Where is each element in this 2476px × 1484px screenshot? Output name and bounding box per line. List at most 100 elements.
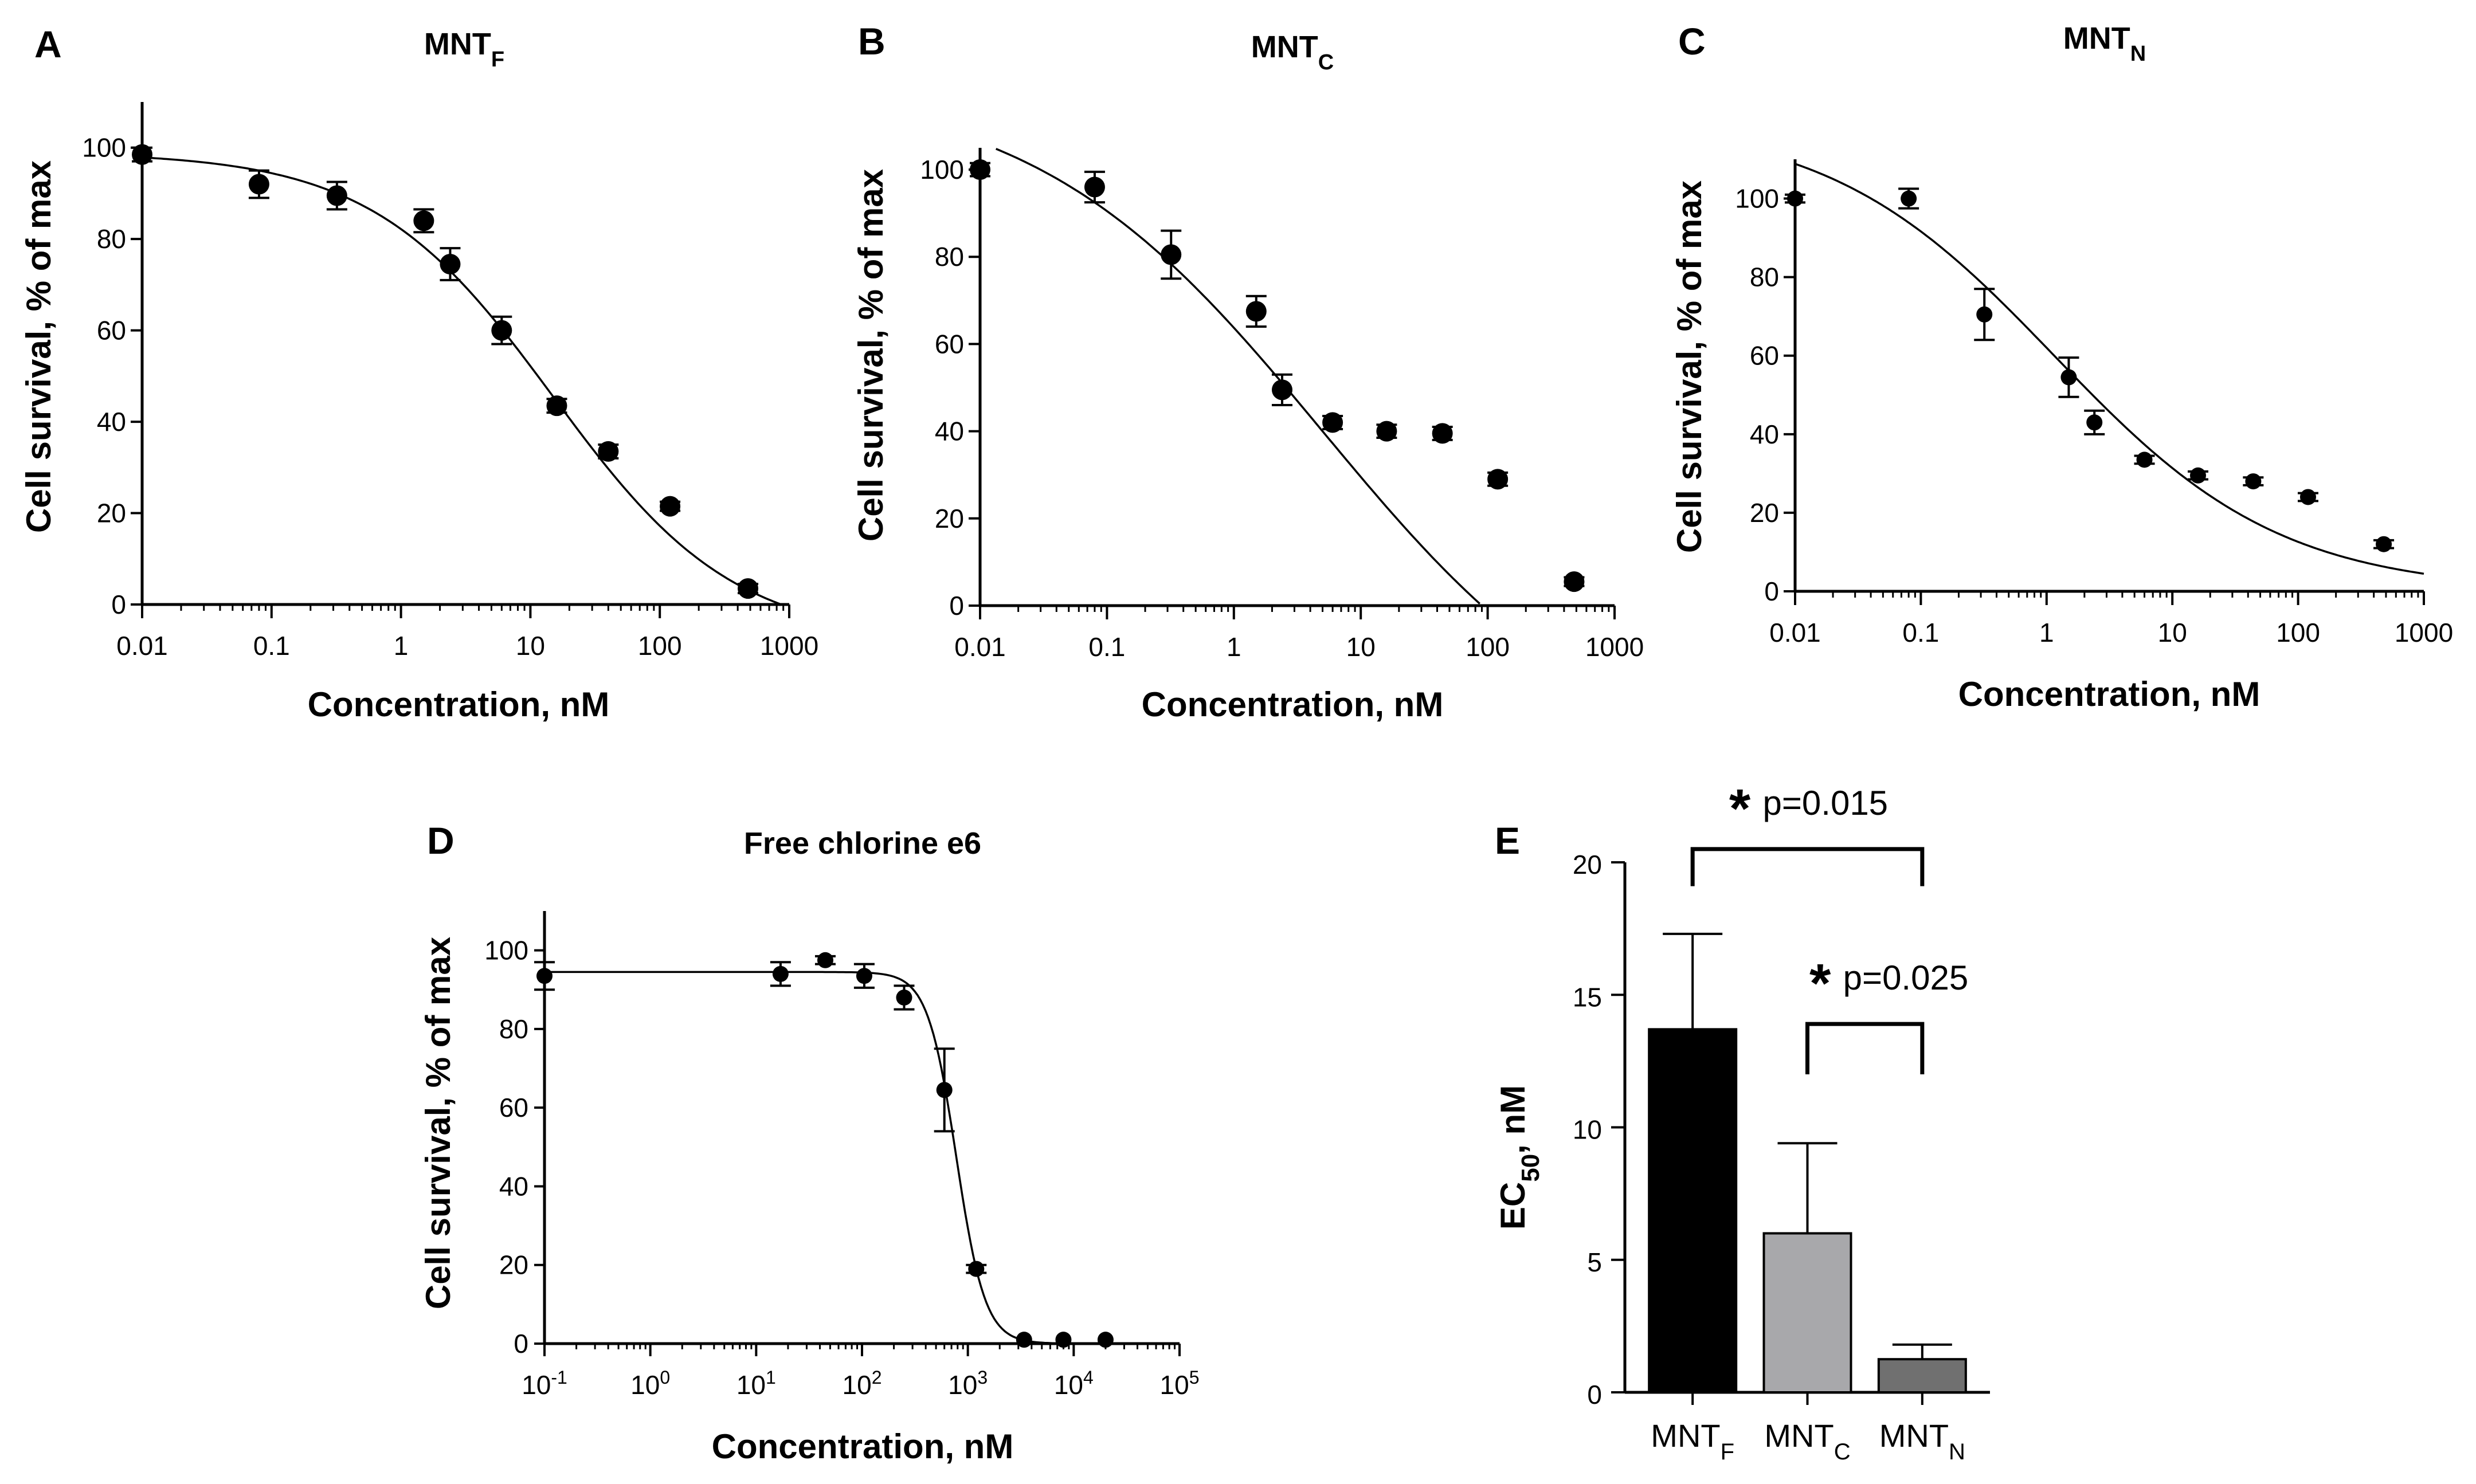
x-tick-label-b: 1 xyxy=(1227,632,1241,662)
x-tick-label-a: 1000 xyxy=(760,631,818,661)
y-tick-label-b: 20 xyxy=(935,504,964,533)
data-point-a xyxy=(326,185,347,206)
data-point-d xyxy=(1016,1332,1032,1348)
x-tick-label-c: 10 xyxy=(2158,618,2187,647)
y-tick-label-e: 20 xyxy=(1573,850,1602,880)
panel-title-c: MNTN xyxy=(2063,21,2146,66)
data-point-a xyxy=(413,210,434,231)
panel-letter-b: B xyxy=(858,20,886,62)
y-tick-label-d: 40 xyxy=(499,1171,528,1201)
data-point-b xyxy=(1376,421,1397,442)
panel-b: B MNTC Concentration, nM Cell survival, … xyxy=(852,20,1644,724)
y-tick-label-b: 60 xyxy=(935,329,964,359)
data-point-d xyxy=(536,968,553,984)
x-axis-label-a: Concentration, nM xyxy=(308,685,610,724)
y-tick-label-a: 20 xyxy=(97,498,126,528)
x-tick-label-a: 1 xyxy=(394,631,409,661)
data-point-a xyxy=(132,144,152,165)
bar-n xyxy=(1877,1358,1967,1393)
data-point-b xyxy=(1487,469,1509,490)
data-point-d xyxy=(856,968,872,984)
x-tick-label-a: 0.1 xyxy=(253,631,290,661)
x-tick-label-c: 100 xyxy=(2276,618,2320,647)
y-tick-label-c: 100 xyxy=(1735,184,1779,214)
x-tick-label-b: 1000 xyxy=(1585,632,1644,662)
data-point-d xyxy=(772,965,789,982)
y-tick-label-e: 5 xyxy=(1587,1247,1602,1277)
data-point-b xyxy=(1161,244,1182,265)
data-point-a xyxy=(440,254,461,275)
x-tick-label-c: 1000 xyxy=(2395,618,2453,647)
x-tick-label-b: 0.01 xyxy=(954,632,1006,662)
panel-a: A MNTF Concentration, nM Cell survival, … xyxy=(19,23,818,724)
data-point-b xyxy=(1432,423,1453,444)
significance-label: p=0.025 xyxy=(1843,959,1969,997)
y-tick-label-b: 40 xyxy=(935,417,964,446)
data-point-d xyxy=(968,1261,985,1277)
x-tick-label-b: 100 xyxy=(1466,632,1510,662)
data-point-a xyxy=(598,441,619,462)
x-tick-label-d: 10-1 xyxy=(522,1367,567,1400)
x-tick-label-b: 10 xyxy=(1346,632,1376,662)
y-tick-label-a: 80 xyxy=(97,224,126,254)
data-point-b xyxy=(1084,176,1105,198)
x-tick-label-d: 103 xyxy=(948,1367,988,1400)
x-tick-label-d: 104 xyxy=(1054,1367,1094,1400)
panel-c: C MNTN Concentration, nM Cell survival, … xyxy=(1670,20,2453,713)
panel-title-d: Free chlorine e6 xyxy=(744,826,981,861)
x-axis-label-c: Concentration, nM xyxy=(1958,675,2260,713)
data-point-c xyxy=(2086,414,2103,431)
y-tick-label-e: 0 xyxy=(1587,1380,1602,1410)
x-tick-label-d: 105 xyxy=(1160,1367,1200,1400)
y-tick-label-d: 0 xyxy=(514,1329,528,1359)
data-point-b xyxy=(1322,412,1343,433)
data-point-d xyxy=(936,1082,953,1098)
category-label: MNTF xyxy=(1651,1418,1734,1465)
data-point-c xyxy=(1976,306,1993,323)
y-tick-label-a: 100 xyxy=(82,133,126,163)
data-point-d xyxy=(896,990,912,1006)
significance-star: * xyxy=(1809,953,1831,1014)
significance-label: p=0.015 xyxy=(1763,784,1889,822)
data-point-c xyxy=(2245,473,2262,490)
y-tick-label-d: 80 xyxy=(499,1014,528,1044)
y-axis-label-d: Cell survival, % of max xyxy=(419,937,457,1309)
x-tick-label-c: 0.01 xyxy=(1769,618,1821,647)
y-tick-label-c: 0 xyxy=(1764,576,1779,606)
x-tick-label-c: 1 xyxy=(2039,618,2054,647)
y-tick-label-d: 100 xyxy=(484,936,528,965)
y-tick-label-b: 100 xyxy=(920,155,964,184)
y-axis-label-a: Cell survival, % of max xyxy=(19,160,58,533)
panel-d: D Free chlorine e6 Concentration, nM Cel… xyxy=(419,819,1199,1466)
data-point-d xyxy=(1055,1332,1072,1348)
x-tick-label-a: 10 xyxy=(516,631,545,661)
data-point-d xyxy=(1097,1332,1114,1348)
fit-curve-c xyxy=(1795,163,2424,575)
y-tick-label-a: 40 xyxy=(97,407,126,437)
x-tick-label-d: 101 xyxy=(736,1367,776,1400)
panel-letter-a: A xyxy=(34,23,62,65)
fit-curve-a xyxy=(142,156,782,606)
significance-bracket xyxy=(1805,1022,1925,1074)
x-axis-label-d: Concentration, nM xyxy=(712,1427,1014,1466)
x-tick-label-b: 0.1 xyxy=(1088,632,1125,662)
data-point-c xyxy=(2189,467,2206,484)
panel-letter-e: E xyxy=(1495,819,1520,862)
y-tick-label-a: 0 xyxy=(111,590,126,619)
y-tick-label-c: 20 xyxy=(1750,498,1779,528)
panel-letter-c: C xyxy=(1678,20,1706,62)
data-point-a xyxy=(248,174,269,195)
category-label: MNTC xyxy=(1764,1418,1850,1465)
x-tick-label-a: 100 xyxy=(638,631,682,661)
data-point-b xyxy=(1271,379,1292,401)
data-point-c xyxy=(2299,489,2316,505)
data-point-b xyxy=(970,159,990,180)
x-tick-label-d: 102 xyxy=(843,1367,882,1400)
data-point-c xyxy=(2376,536,2392,552)
x-tick-label-a: 0.01 xyxy=(116,631,168,661)
data-point-c xyxy=(1901,190,1917,207)
data-point-c xyxy=(1787,190,1803,207)
data-point-c xyxy=(2060,369,2077,386)
data-point-c xyxy=(2136,452,2153,468)
